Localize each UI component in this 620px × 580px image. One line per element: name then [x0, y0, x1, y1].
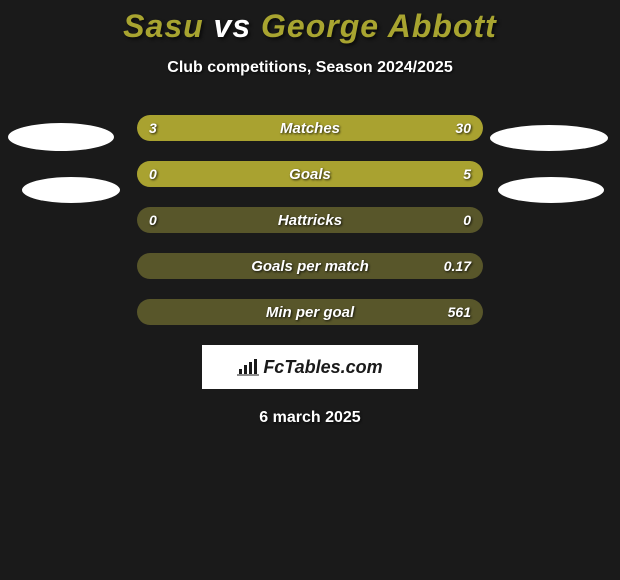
stat-row: 0Hattricks0	[137, 207, 483, 233]
decorative-ellipse	[490, 125, 608, 151]
stat-bars-container: 3Matches300Goals50Hattricks0Goals per ma…	[137, 115, 483, 325]
comparison-title: Sasu vs George Abbott	[0, 0, 620, 45]
logo-text: FcTables.com	[263, 357, 382, 378]
decorative-ellipse	[8, 123, 114, 151]
vs-text: vs	[214, 8, 252, 44]
decorative-ellipse	[498, 177, 604, 203]
stat-row: Goals per match0.17	[137, 253, 483, 279]
stat-label: Goals per match	[137, 253, 483, 279]
decorative-ellipse	[22, 177, 120, 203]
stat-label: Goals	[137, 161, 483, 187]
stat-label: Min per goal	[137, 299, 483, 325]
stat-label: Matches	[137, 115, 483, 141]
stat-row: 3Matches30	[137, 115, 483, 141]
player2-name: George Abbott	[261, 8, 497, 44]
stat-value-right: 561	[448, 299, 471, 325]
stat-value-right: 5	[463, 161, 471, 187]
date: 6 march 2025	[0, 409, 620, 427]
stat-label: Hattricks	[137, 207, 483, 233]
logo-box: FcTables.com	[202, 345, 418, 389]
stat-row: Min per goal561	[137, 299, 483, 325]
stat-value-right: 0	[463, 207, 471, 233]
stat-row: 0Goals5	[137, 161, 483, 187]
player1-name: Sasu	[123, 8, 203, 44]
stat-value-right: 30	[455, 115, 471, 141]
logo: FcTables.com	[237, 357, 382, 378]
barchart-icon	[237, 358, 259, 376]
stat-value-right: 0.17	[444, 253, 471, 279]
subtitle: Club competitions, Season 2024/2025	[0, 59, 620, 77]
